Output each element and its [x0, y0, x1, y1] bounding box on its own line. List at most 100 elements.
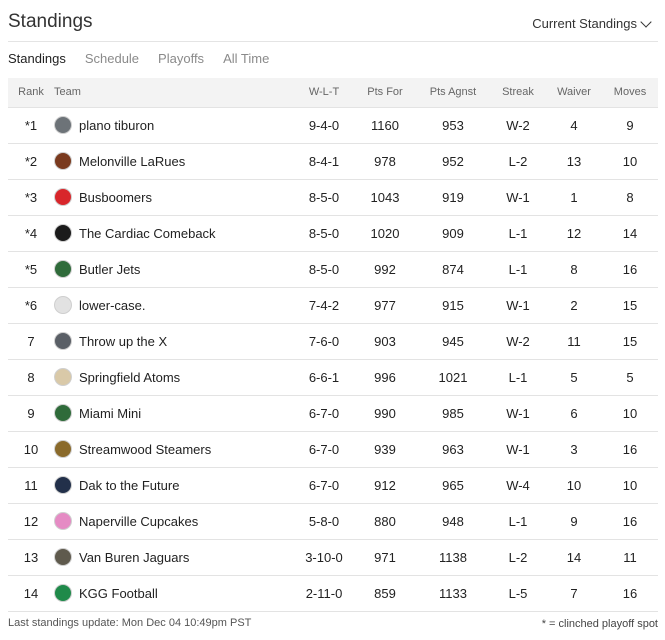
wlt-cell: 7-4-2 [294, 286, 354, 323]
moves-cell: 15 [602, 322, 658, 359]
streak-cell: L-2 [490, 538, 546, 575]
rank-cell: 12 [8, 502, 54, 539]
table-row: *2 Melonville LaRues 8-4-1 978 952 L-2 13 10 [8, 142, 658, 179]
team-name[interactable]: Miami Mini [79, 405, 142, 421]
team-link[interactable]: Butler Jets [54, 260, 294, 278]
team-name[interactable]: Springfield Atoms [79, 369, 181, 385]
team-name[interactable]: Van Buren Jaguars [79, 549, 190, 565]
team-cell: Melonville LaRues [54, 142, 294, 179]
header-moves[interactable]: Moves [613, 86, 647, 99]
waiver-cell: 6 [546, 394, 602, 431]
moves-cell: 15 [602, 286, 658, 323]
pts-against-cell: 915 [416, 286, 490, 323]
pts-against-cell: 945 [416, 322, 490, 359]
pts-against-cell: 1021 [416, 358, 490, 395]
team-link[interactable]: Springfield Atoms [54, 368, 294, 386]
rank-cell: *6 [8, 286, 54, 323]
pts-against-cell: 963 [416, 430, 490, 467]
tab-schedule[interactable]: Schedule [84, 51, 140, 66]
wlt-cell: 3-10-0 [294, 538, 354, 575]
team-name[interactable]: Streamwood Steamers [79, 441, 212, 457]
team-name[interactable]: Butler Jets [79, 261, 141, 277]
waiver-cell: 2 [546, 286, 602, 323]
team-name[interactable]: The Cardiac Comeback [79, 225, 216, 241]
header-team[interactable]: Team [54, 86, 81, 99]
waiver-cell: 8 [546, 250, 602, 287]
table-row: *5 Butler Jets 8-5-0 992 874 L-1 8 16 [8, 250, 658, 287]
rank-cell: *4 [8, 214, 54, 251]
rank-cell: 10 [8, 430, 54, 467]
wlt-cell: 7-6-0 [294, 322, 354, 359]
streak-cell: L-1 [490, 502, 546, 539]
table-row: 8 Springfield Atoms 6-6-1 996 1021 L-1 5 5 [8, 358, 658, 395]
team-link[interactable]: Busboomers [54, 188, 294, 206]
team-link[interactable]: Streamwood Steamers [54, 440, 294, 458]
moves-cell: 16 [602, 502, 658, 539]
pts-for-cell: 990 [354, 394, 416, 431]
header-rank[interactable]: Rank [18, 86, 44, 99]
moves-cell: 14 [602, 214, 658, 251]
rank-cell: 11 [8, 466, 54, 503]
team-cell: The Cardiac Comeback [54, 214, 294, 251]
team-name[interactable]: Throw up the X [79, 333, 168, 349]
team-link[interactable]: lower-case. [54, 296, 294, 314]
pts-against-cell: 965 [416, 466, 490, 503]
header-waiver[interactable]: Waiver [557, 86, 591, 99]
team-link[interactable]: KGG Football [54, 584, 294, 602]
waiver-cell: 4 [546, 106, 602, 143]
pts-for-cell: 1020 [354, 214, 416, 251]
streak-cell: W-2 [490, 106, 546, 143]
saints-helmet-icon [54, 548, 72, 566]
team-name[interactable]: Naperville Cupcakes [79, 513, 199, 529]
tab-playoffs[interactable]: Playoffs [158, 51, 205, 66]
x-figure-icon [54, 332, 72, 350]
team-link[interactable]: Miami Mini [54, 404, 294, 422]
wlt-cell: 6-7-0 [294, 394, 354, 431]
car-icon [54, 476, 72, 494]
team-name[interactable]: KGG Football [79, 585, 158, 601]
pts-against-cell: 909 [416, 214, 490, 251]
team-link[interactable]: Dak to the Future [54, 476, 294, 494]
wlt-cell: 2-11-0 [294, 574, 354, 612]
team-link[interactable]: The Cardiac Comeback [54, 224, 294, 242]
waiver-cell: 7 [546, 574, 602, 612]
table-row: 7 Throw up the X 7-6-0 903 945 W-2 11 15 [8, 322, 658, 359]
moves-cell: 10 [602, 394, 658, 431]
header-pts-against[interactable]: Pts Agnst [429, 86, 477, 99]
moves-cell: 9 [602, 106, 658, 143]
waiver-cell: 1 [546, 178, 602, 215]
team-link[interactable]: Van Buren Jaguars [54, 548, 294, 566]
page-header: Standings Current Standings [8, 8, 658, 40]
team-name[interactable]: Dak to the Future [79, 477, 180, 493]
streak-cell: L-1 [490, 250, 546, 287]
rank-cell: 14 [8, 574, 54, 612]
header-wlt[interactable]: W-L-T [308, 86, 340, 99]
tab-all-time[interactable]: All Time [223, 51, 270, 66]
rank-cell: 8 [8, 358, 54, 395]
wlt-cell: 5-8-0 [294, 502, 354, 539]
rank-cell: *5 [8, 250, 54, 287]
pts-against-cell: 948 [416, 502, 490, 539]
team-name[interactable]: Busboomers [79, 189, 152, 205]
waiver-cell: 13 [546, 142, 602, 179]
team-link[interactable]: Melonville LaRues [54, 152, 294, 170]
pts-for-cell: 978 [354, 142, 416, 179]
team-name[interactable]: plano tiburon [79, 117, 155, 133]
standings-view-dropdown[interactable]: Current Standings [532, 15, 652, 31]
pts-for-cell: 912 [354, 466, 416, 503]
header-streak[interactable]: Streak [502, 86, 534, 99]
text-logo-icon [54, 296, 72, 314]
tab-standings[interactable]: Standings [8, 51, 66, 66]
team-cell: Butler Jets [54, 250, 294, 287]
pts-for-cell: 992 [354, 250, 416, 287]
team-name[interactable]: lower-case. [79, 297, 146, 313]
wlt-cell: 8-5-0 [294, 178, 354, 215]
team-link[interactable]: Throw up the X [54, 332, 294, 350]
header-pts-for[interactable]: Pts For [367, 86, 403, 99]
team-cell: Dak to the Future [54, 466, 294, 503]
streak-cell: W-1 [490, 286, 546, 323]
team-name[interactable]: Melonville LaRues [79, 153, 186, 169]
team-cell: plano tiburon [54, 106, 294, 143]
team-link[interactable]: plano tiburon [54, 116, 294, 134]
team-link[interactable]: Naperville Cupcakes [54, 512, 294, 530]
